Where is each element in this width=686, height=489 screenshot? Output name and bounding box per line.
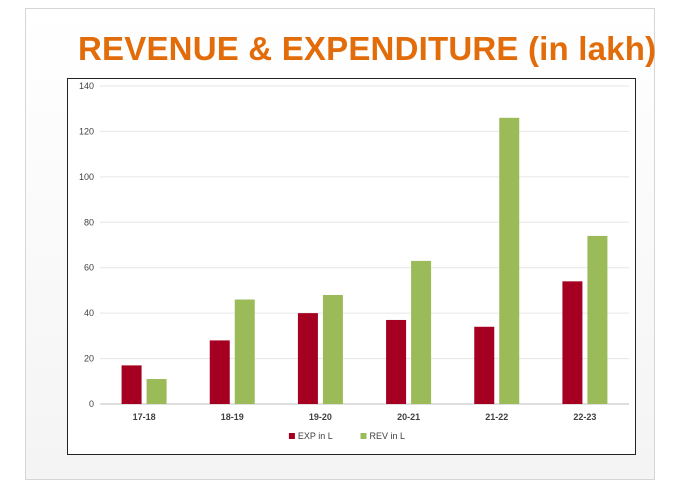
x-tick-label: 21-22	[485, 412, 508, 422]
page-title: REVENUE & EXPENDITURE (in lakh)	[78, 30, 657, 67]
legend-swatch	[360, 433, 367, 439]
y-tick-label: 100	[79, 172, 94, 182]
legend-label: REV in L	[370, 431, 406, 441]
bar-rev	[499, 117, 520, 405]
bar-chart: 0 20 40 60 80 100 120 140 17-18 18-19 19-20 20-21 21…	[79, 81, 629, 441]
x-tick-label: 17-18	[133, 412, 156, 422]
x-tick-label: 19-20	[309, 412, 332, 422]
bar-rev	[234, 299, 255, 404]
bar-exp	[562, 281, 583, 404]
y-tick-label: 140	[79, 81, 94, 91]
chart-container: 0 20 40 60 80 100 120 140 17-18 18-19 19-20 20-21 21…	[67, 78, 636, 455]
y-tick-label: 0	[89, 399, 94, 409]
legend-swatch	[288, 433, 295, 439]
x-tick-label: 18-19	[221, 412, 244, 422]
x-tick-label: 20-21	[397, 412, 420, 422]
bar-exp	[474, 326, 495, 404]
bar-rev	[411, 260, 432, 404]
y-tick-label: 60	[84, 263, 94, 273]
bar-exp	[297, 313, 318, 404]
y-tick-label: 40	[84, 308, 94, 318]
bar-exp	[121, 365, 142, 404]
y-tick-label: 20	[84, 354, 94, 364]
bar-rev	[146, 379, 167, 404]
legend-label: EXP in L	[298, 431, 333, 441]
bar-rev	[587, 235, 608, 404]
bar-exp	[209, 340, 230, 404]
y-tick-label: 120	[79, 126, 94, 136]
bar-exp	[386, 319, 407, 404]
y-tick-label: 80	[84, 217, 94, 227]
x-tick-label: 22-23	[573, 412, 596, 422]
bar-rev	[322, 294, 343, 404]
